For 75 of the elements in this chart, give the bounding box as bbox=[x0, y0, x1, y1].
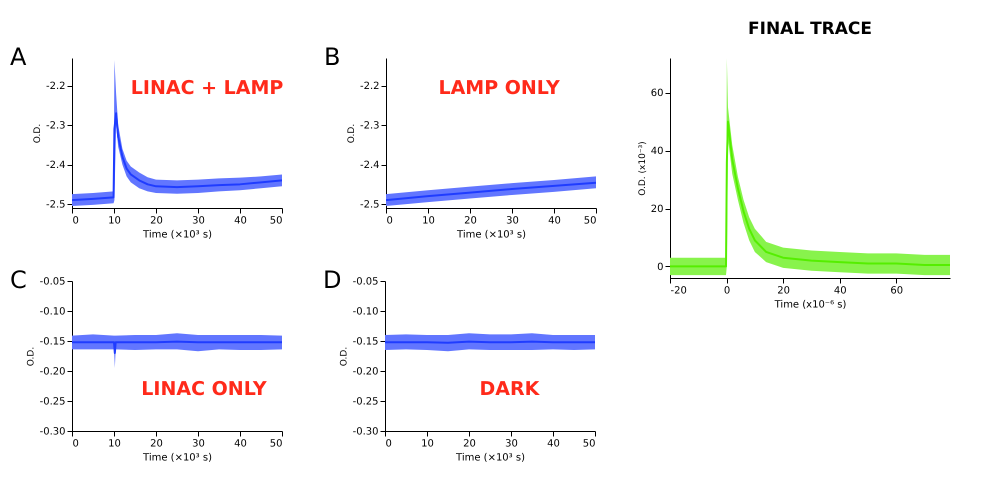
y-tick-label: 60 bbox=[650, 88, 664, 100]
y-tick-label: 20 bbox=[650, 204, 664, 216]
y-axis-title: O.D. bbox=[346, 124, 357, 144]
annotation: LINAC ONLY bbox=[141, 378, 267, 400]
x-axis-title: Time (x10⁻⁶ s) bbox=[774, 300, 846, 310]
y-tick-label: -0.30 bbox=[352, 426, 378, 438]
line-series bbox=[670, 120, 950, 268]
y-tick-label: -0.05 bbox=[352, 276, 378, 288]
text: A bbox=[10, 43, 27, 71]
y-tick-label: -2.3 bbox=[360, 120, 380, 132]
x-tick-label: 0 bbox=[386, 216, 393, 226]
x-tick-label: 20 bbox=[464, 216, 477, 226]
y-tick-label: -2.4 bbox=[360, 160, 380, 172]
y-tick-label: -0.10 bbox=[40, 306, 66, 318]
x-tick-label: 0 bbox=[386, 438, 392, 450]
x-tick-label: 0 bbox=[724, 286, 730, 296]
y-tick-label: -0.05 bbox=[40, 276, 66, 288]
line-series bbox=[72, 112, 282, 202]
y-tick-label: -0.10 bbox=[352, 306, 378, 318]
y-tick-label: -2.5 bbox=[46, 200, 66, 211]
y-tick-label: -0.20 bbox=[40, 366, 66, 378]
y-tick-label: -2.3 bbox=[46, 120, 66, 132]
y-tick-label: 0 bbox=[657, 262, 664, 273]
x-tick-label: 20 bbox=[463, 438, 476, 450]
y-axis-title: O.D. bbox=[32, 124, 43, 144]
x-tick-label: 40 bbox=[234, 216, 247, 226]
x-tick-label: 50 bbox=[270, 438, 282, 450]
y-tick-label: -2.2 bbox=[46, 81, 66, 92]
y-tick-label: -2.2 bbox=[360, 81, 380, 92]
x-tick-label: 10 bbox=[421, 438, 434, 450]
x-axis-title: Time (×10³ s) bbox=[456, 230, 526, 240]
text: B bbox=[324, 43, 340, 71]
x-tick-label: 0 bbox=[72, 438, 79, 450]
y-axis-title: O.D. (x10⁻³) bbox=[638, 141, 648, 196]
y-tick-label: -0.25 bbox=[40, 396, 66, 408]
x-tick-label: 20 bbox=[150, 216, 163, 226]
annotation: DARK bbox=[480, 378, 541, 400]
y-tick-label: -0.15 bbox=[40, 336, 66, 348]
text: C bbox=[10, 266, 27, 294]
x-axis-title: Time (×10³ s) bbox=[142, 452, 212, 464]
y-tick-label: -2.5 bbox=[360, 200, 380, 211]
y-tick-label: -0.20 bbox=[352, 366, 378, 378]
x-tick-label: 10 bbox=[108, 216, 121, 226]
x-tick-label: 0 bbox=[72, 216, 79, 226]
x-tick-label: 10 bbox=[108, 438, 121, 450]
x-tick-label: 40 bbox=[547, 438, 560, 450]
x-tick-label: 50 bbox=[582, 438, 596, 450]
x-axis-title: Time (×10³ s) bbox=[142, 230, 212, 240]
x-tick-label: 40 bbox=[548, 216, 561, 226]
x-tick-label: 40 bbox=[234, 438, 247, 450]
x-tick-label: 40 bbox=[834, 286, 847, 296]
x-tick-label: 50 bbox=[584, 216, 596, 226]
y-axis-title: O.D. bbox=[340, 346, 350, 366]
y-tick-label: -0.25 bbox=[352, 396, 378, 408]
x-axis-title: Time (×10³ s) bbox=[455, 452, 526, 464]
x-tick-label: 10 bbox=[422, 216, 435, 226]
annotation: LINAC + LAMP bbox=[130, 77, 284, 99]
x-tick-label: 50 bbox=[270, 216, 282, 226]
x-tick-label: 30 bbox=[505, 438, 518, 450]
x-tick-label: 30 bbox=[192, 438, 205, 450]
y-tick-label: 40 bbox=[650, 146, 664, 158]
text: D bbox=[323, 266, 342, 294]
y-axis-title: O.D. bbox=[26, 346, 37, 366]
annotation: LAMP ONLY bbox=[438, 77, 560, 99]
chart-title: FINAL TRACE bbox=[748, 19, 872, 39]
y-tick-label: -0.15 bbox=[352, 336, 378, 348]
line-series bbox=[386, 182, 596, 202]
x-tick-label: 60 bbox=[890, 286, 904, 296]
x-tick-label: 20 bbox=[150, 438, 163, 450]
x-tick-label: -20 bbox=[670, 286, 687, 296]
x-tick-label: 30 bbox=[192, 216, 205, 226]
y-tick-label: -2.4 bbox=[46, 160, 66, 172]
x-tick-label: 30 bbox=[506, 216, 519, 226]
y-tick-label: -0.30 bbox=[40, 426, 66, 438]
x-tick-label: 20 bbox=[777, 286, 790, 296]
